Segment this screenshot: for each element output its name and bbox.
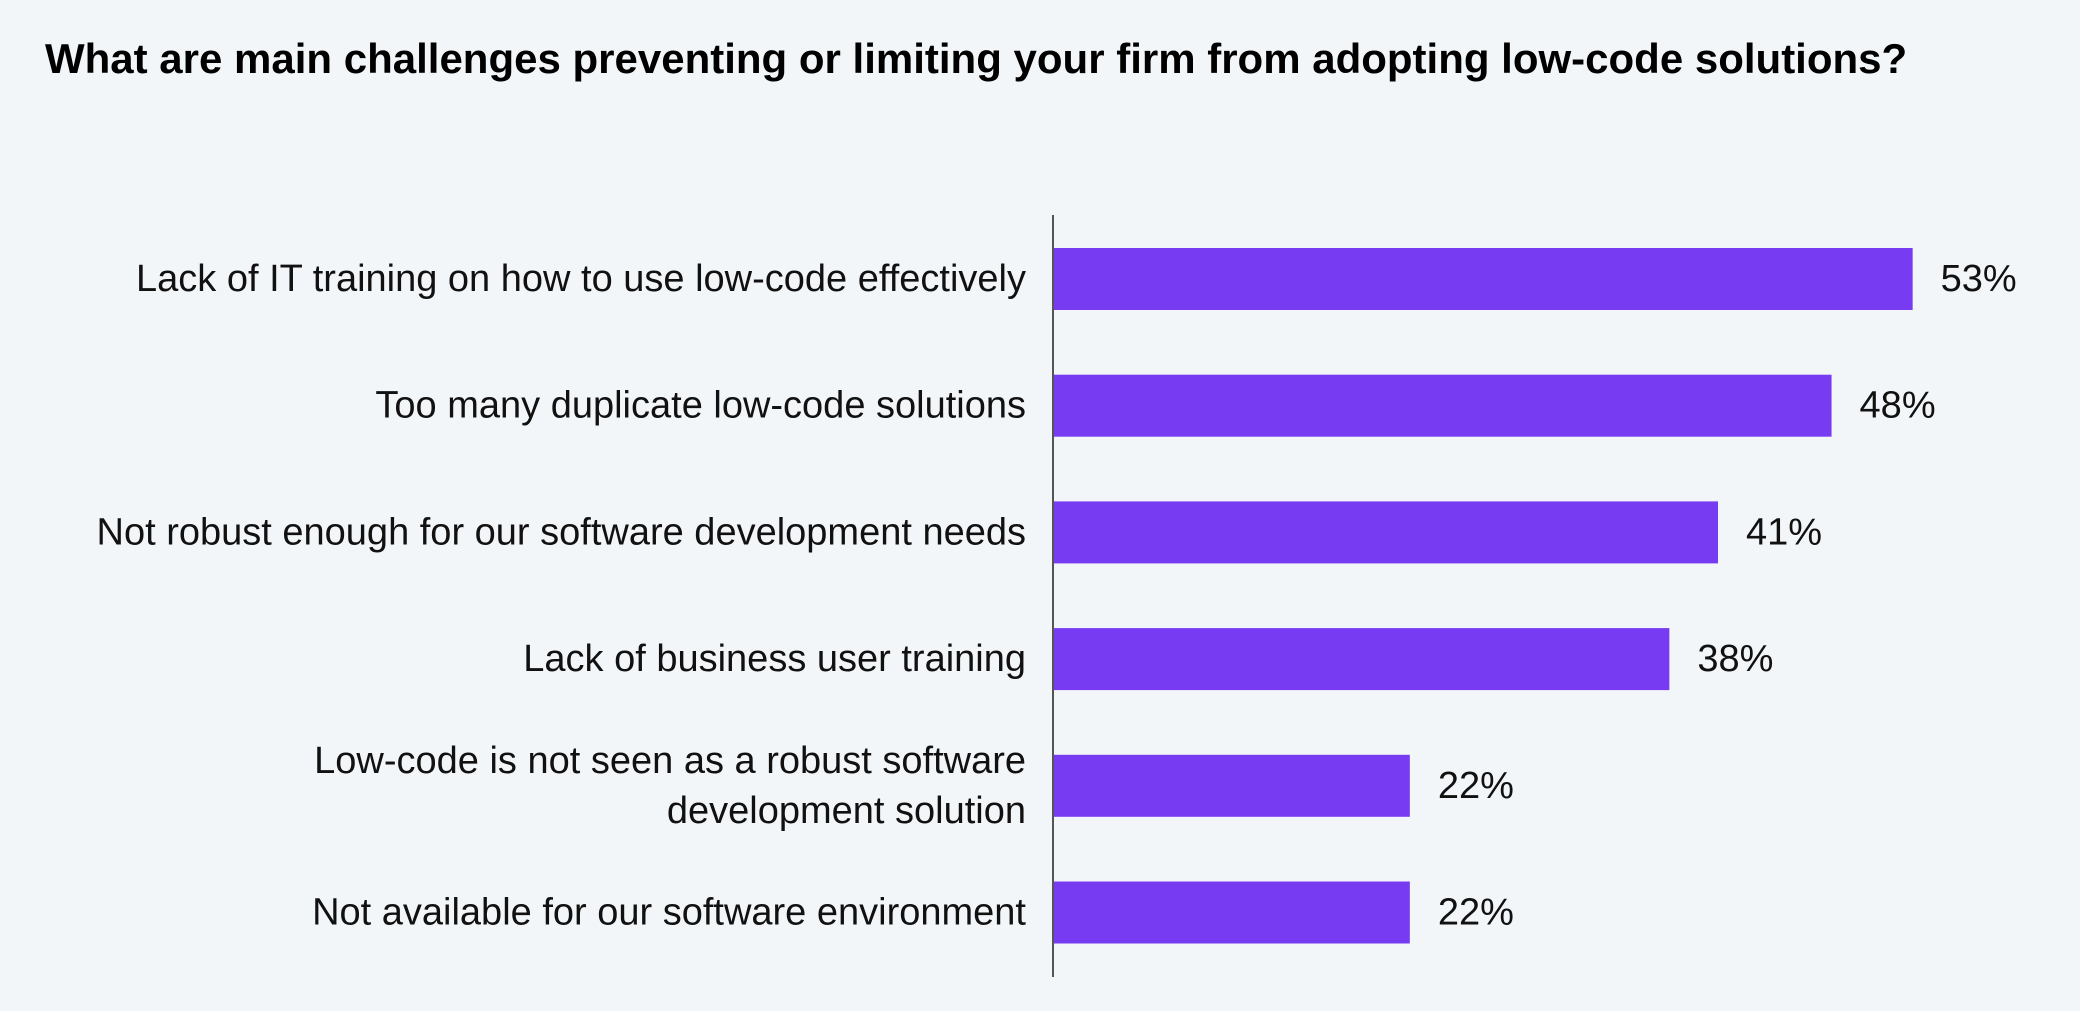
- bar-2: [1053, 374, 1832, 437]
- category-label-2: Too many duplicate low-code solutions: [375, 385, 1026, 427]
- category-label-4: Lack of business user training: [523, 638, 1026, 680]
- bar-5: [1053, 754, 1410, 817]
- value-label-4: 38%: [1697, 638, 1773, 680]
- value-label-2: 48%: [1860, 385, 1936, 427]
- value-label-1: 53%: [1941, 258, 2017, 300]
- value-label-5: 22%: [1438, 765, 1514, 807]
- bar-4: [1053, 628, 1670, 691]
- chart-title: What are main challenges preventing or l…: [45, 35, 1908, 82]
- category-label-5: Low-code is not seen as a robust softwar…: [314, 740, 1026, 832]
- value-label-3: 41%: [1746, 511, 1822, 553]
- bar-6: [1053, 881, 1410, 944]
- category-label-6: Not available for our software environme…: [312, 892, 1026, 934]
- category-label-3: Not robust enough for our software devel…: [97, 511, 1026, 553]
- value-label-6: 22%: [1438, 892, 1514, 934]
- category-label-1: Lack of IT training on how to use low-co…: [136, 258, 1026, 300]
- bar-1: [1053, 248, 1913, 310]
- bar-3: [1053, 501, 1719, 564]
